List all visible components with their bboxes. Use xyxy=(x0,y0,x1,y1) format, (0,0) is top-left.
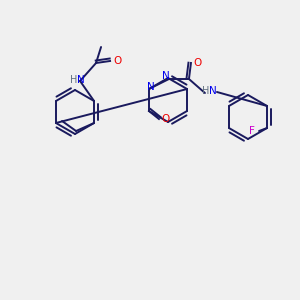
Text: O: O xyxy=(113,56,121,66)
Text: H: H xyxy=(70,75,78,85)
Text: N: N xyxy=(147,82,155,92)
Text: N: N xyxy=(209,86,217,96)
Text: N: N xyxy=(162,71,170,81)
Text: N: N xyxy=(77,75,85,85)
Text: O: O xyxy=(194,58,202,68)
Text: F: F xyxy=(249,126,255,136)
Text: H: H xyxy=(202,86,210,96)
Text: O: O xyxy=(162,114,170,124)
